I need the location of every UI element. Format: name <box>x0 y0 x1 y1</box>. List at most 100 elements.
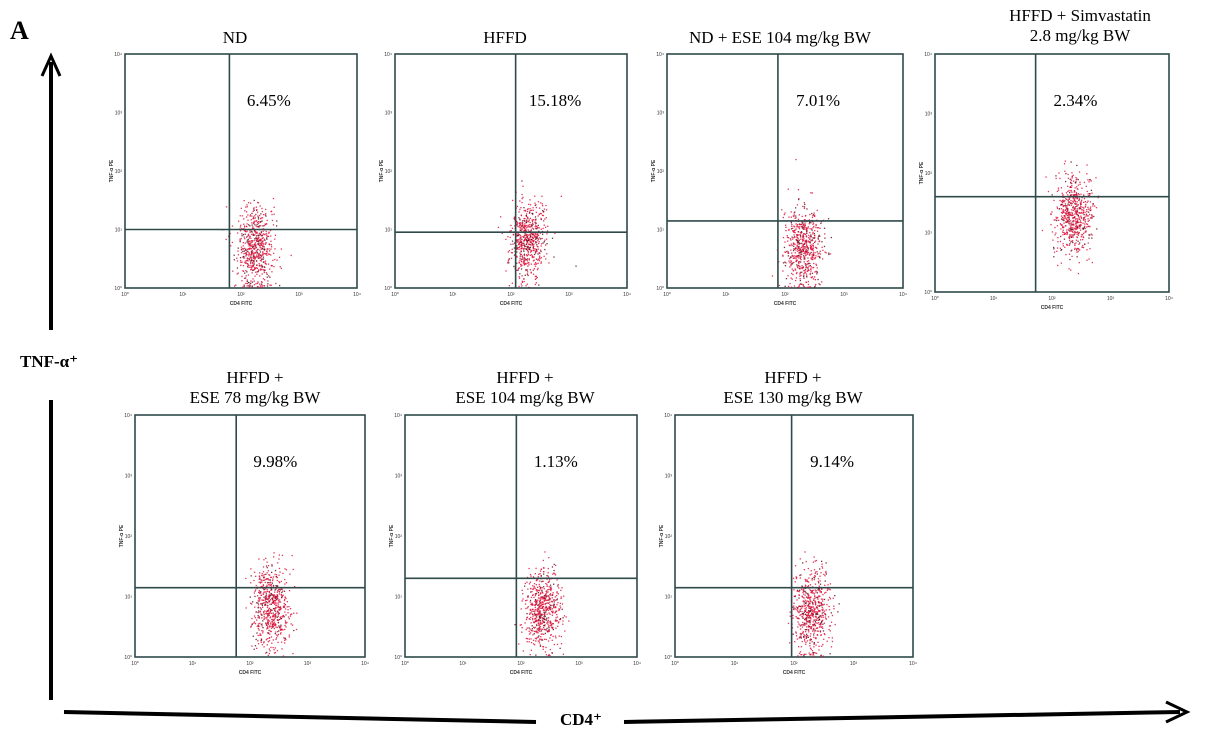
event-dot <box>1066 215 1069 217</box>
event-dot <box>559 607 562 609</box>
event-dot <box>540 603 542 605</box>
event-dot <box>805 603 807 605</box>
event-dot <box>1047 190 1050 193</box>
event-dot <box>813 652 815 654</box>
event-dot <box>531 219 533 221</box>
event-dot <box>263 612 265 614</box>
y-tick-label: 10¹ <box>657 228 665 234</box>
event-dot <box>802 590 805 592</box>
event-dot <box>259 239 261 242</box>
event-dot <box>805 266 807 268</box>
event-dot <box>272 622 274 624</box>
event-dot <box>255 213 257 215</box>
event-dot <box>259 275 261 277</box>
event-dot <box>531 603 533 605</box>
event-dot <box>538 609 540 611</box>
event-dot <box>535 620 537 622</box>
x-tick-label: 10¹ <box>449 292 457 298</box>
event-dot <box>529 628 531 630</box>
event-dot <box>542 598 544 600</box>
event-dot <box>550 594 552 596</box>
event-dot <box>269 584 271 586</box>
event-dot <box>258 598 260 600</box>
event-dot <box>814 257 817 259</box>
event-dot <box>266 627 269 629</box>
event-dot <box>1070 222 1072 225</box>
event-dot <box>557 585 559 587</box>
event-dot <box>808 617 810 619</box>
event-dot <box>252 222 255 225</box>
event-dot <box>247 248 249 250</box>
event-dot <box>511 240 514 242</box>
event-dot <box>541 623 543 625</box>
event-dot <box>264 269 266 272</box>
event-dot <box>1094 205 1096 207</box>
event-dot <box>1053 246 1055 249</box>
event-dot <box>1074 247 1076 249</box>
event-dot <box>548 557 550 559</box>
event-dot <box>809 574 811 576</box>
event-dot <box>807 226 809 228</box>
event-dot <box>278 625 280 627</box>
event-dot <box>270 585 272 587</box>
event-dot <box>537 604 539 606</box>
event-dot <box>809 605 811 608</box>
event-dot <box>266 572 268 574</box>
event-dot <box>792 249 795 252</box>
event-dot <box>538 242 540 245</box>
event-dot <box>546 595 548 597</box>
plot-frame <box>666 53 904 289</box>
event-dot <box>784 265 787 267</box>
plot-y-label: TNF-α PE <box>109 159 115 182</box>
event-dot <box>1056 207 1059 210</box>
event-dot <box>822 627 824 629</box>
event-dot <box>497 226 500 228</box>
event-dot <box>1086 209 1088 211</box>
event-dot <box>253 256 255 258</box>
event-dot <box>549 594 551 596</box>
event-dot <box>824 592 826 594</box>
event-dot <box>822 600 824 602</box>
event-dot <box>556 598 558 600</box>
x-tick-label: 10³ <box>840 292 848 298</box>
event-dot <box>816 251 818 253</box>
event-dot <box>1060 249 1062 251</box>
event-dot <box>540 596 542 598</box>
event-dot <box>251 249 253 252</box>
event-dot <box>535 602 538 604</box>
event-dot <box>1076 247 1079 250</box>
event-dot <box>267 622 270 624</box>
event-dot <box>810 236 812 238</box>
y-tick-label: 10⁰ <box>664 655 672 661</box>
x-tick-label: 10⁰ <box>671 661 679 667</box>
event-dot <box>245 275 247 277</box>
event-dot <box>556 592 558 594</box>
event-dot <box>1089 234 1091 236</box>
event-dot <box>1085 185 1087 187</box>
event-dot <box>812 247 814 249</box>
event-dot <box>531 591 533 593</box>
event-dot <box>537 246 539 248</box>
x-tick-label: 10⁰ <box>663 292 671 298</box>
event-dot <box>542 596 544 598</box>
event-dot <box>543 596 545 598</box>
event-dot <box>519 255 521 257</box>
event-dot <box>791 252 793 254</box>
event-dot <box>254 257 256 259</box>
event-dot <box>796 590 798 592</box>
event-dot <box>819 631 822 633</box>
event-dot <box>273 649 275 651</box>
event-dot <box>258 617 260 619</box>
event-dot <box>792 614 794 617</box>
event-dot <box>1074 210 1076 212</box>
event-dot <box>526 254 528 256</box>
event-dot <box>252 261 255 263</box>
event-dot <box>519 239 521 241</box>
event-dot <box>271 597 273 600</box>
event-dot <box>799 574 801 577</box>
event-dot <box>273 618 275 620</box>
y-tick-label: 10¹ <box>925 231 933 237</box>
event-dot <box>825 562 827 564</box>
event-dot <box>525 248 527 250</box>
event-dot <box>552 623 554 625</box>
